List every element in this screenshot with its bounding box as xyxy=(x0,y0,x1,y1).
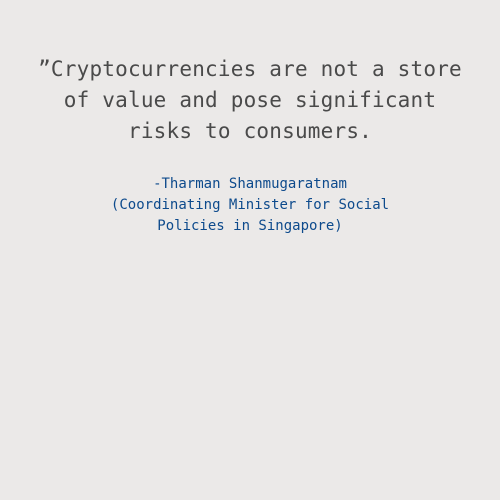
attribution-author: -Tharman Shanmugaratnam xyxy=(153,176,347,192)
attribution-title: Policies in Singapore) xyxy=(157,218,343,234)
quote-attribution: -Tharman Shanmugaratnam (Coordinating Mi… xyxy=(0,174,500,237)
quote-line: risks to consumers. xyxy=(127,119,373,143)
quote-line: of value and pose significant xyxy=(63,88,437,112)
quote-text: ”Cryptocurrencies are not a store of val… xyxy=(0,54,500,147)
quote-line: ”Cryptocurrencies are not a store xyxy=(38,57,462,81)
attribution-title: (Coordinating Minister for Social xyxy=(110,197,390,213)
